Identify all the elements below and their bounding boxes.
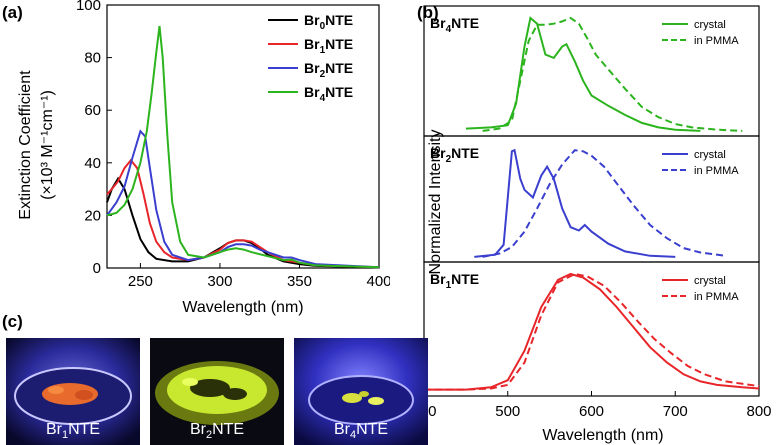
subplot-title: Br4NTE bbox=[430, 15, 479, 35]
x-tick-label: 800 bbox=[746, 403, 771, 420]
photo-br4nte-caption: Br4NTE bbox=[333, 420, 389, 441]
legend-label: in PMMA bbox=[694, 165, 739, 177]
x-tick-label: 400 bbox=[366, 273, 390, 290]
y-tick-label: 60 bbox=[84, 102, 101, 119]
y-axis-title: Extinction Coefficient (×10³ M⁻¹cm⁻¹) bbox=[17, 70, 56, 220]
plot-frame bbox=[106, 4, 380, 269]
panel-b-label: (b) bbox=[417, 3, 439, 22]
legend-label: Br4NTE bbox=[304, 84, 353, 104]
y-axis-title-b: Normalized Intensity bbox=[427, 130, 444, 275]
legend-label: crystal bbox=[694, 19, 726, 31]
series-line-1-dashed bbox=[424, 272, 760, 391]
x-axis-title-b: Wavelength (nm) bbox=[542, 427, 663, 444]
y-tick-label: 0 bbox=[93, 260, 101, 277]
series-line-4-solid bbox=[465, 16, 701, 132]
legend-label: crystal bbox=[694, 149, 726, 161]
legend-label: in PMMA bbox=[694, 291, 739, 303]
emission-chart: (b) Normalized Intensity Wavelength (nm)… bbox=[411, 3, 771, 444]
photo-br1nte-caption: Br1NTE bbox=[45, 420, 101, 441]
x-tick-label: 300 bbox=[207, 273, 232, 290]
absorption-chart: (a) Extinction Coefficient (×10³ M⁻¹cm⁻¹… bbox=[2, 0, 390, 316]
photo-br4nte-image bbox=[294, 338, 428, 445]
y-tick-label: 100 bbox=[76, 0, 101, 14]
y-axis-title-line2: (×10³ M⁻¹cm⁻¹) bbox=[39, 90, 56, 200]
series-line-0 bbox=[106, 176, 380, 269]
x-axis-title: Wavelength (nm) bbox=[182, 299, 303, 316]
photo-br2nte: Br2NTE bbox=[150, 338, 284, 445]
series-line-4-dashed bbox=[482, 16, 743, 132]
photo-br2nte-image bbox=[150, 338, 284, 445]
subplot-title: Br1NTE bbox=[430, 271, 479, 291]
legend-label: crystal bbox=[694, 275, 726, 287]
series-line-2 bbox=[106, 129, 380, 269]
legend-label: in PMMA bbox=[694, 35, 739, 47]
y-axis-title-line1: Extinction Coefficient bbox=[17, 70, 34, 220]
series-line-4 bbox=[106, 25, 380, 269]
x-tick-label: 350 bbox=[287, 273, 312, 290]
panel-c-label: (c) bbox=[2, 312, 23, 331]
x-tick-label: 500 bbox=[495, 403, 520, 420]
legend-label: Br0NTE bbox=[304, 12, 353, 32]
photo-br2nte-caption: Br2NTE bbox=[189, 420, 245, 441]
y-tick-label: 20 bbox=[84, 207, 101, 224]
subplot-title: Br2NTE bbox=[430, 145, 479, 165]
series-line-2-solid bbox=[474, 148, 676, 258]
panel-a-label: (a) bbox=[2, 3, 23, 22]
y-tick-label: 40 bbox=[84, 155, 101, 172]
series-line-2-dashed bbox=[482, 149, 726, 258]
x-tick-label: 600 bbox=[579, 403, 604, 420]
photo-br1nte-image bbox=[6, 338, 140, 445]
legend-label: Br2NTE bbox=[304, 60, 353, 80]
legend-label: Br1NTE bbox=[304, 36, 353, 56]
y-tick-label: 80 bbox=[84, 50, 101, 67]
x-tick-label: 700 bbox=[663, 403, 688, 420]
x-tick-label: 250 bbox=[128, 273, 153, 290]
photo-br1nte: Br1NTE bbox=[6, 338, 140, 445]
photo-br4nte: Br4NTE bbox=[294, 338, 428, 445]
series-line-1-solid bbox=[424, 272, 760, 391]
